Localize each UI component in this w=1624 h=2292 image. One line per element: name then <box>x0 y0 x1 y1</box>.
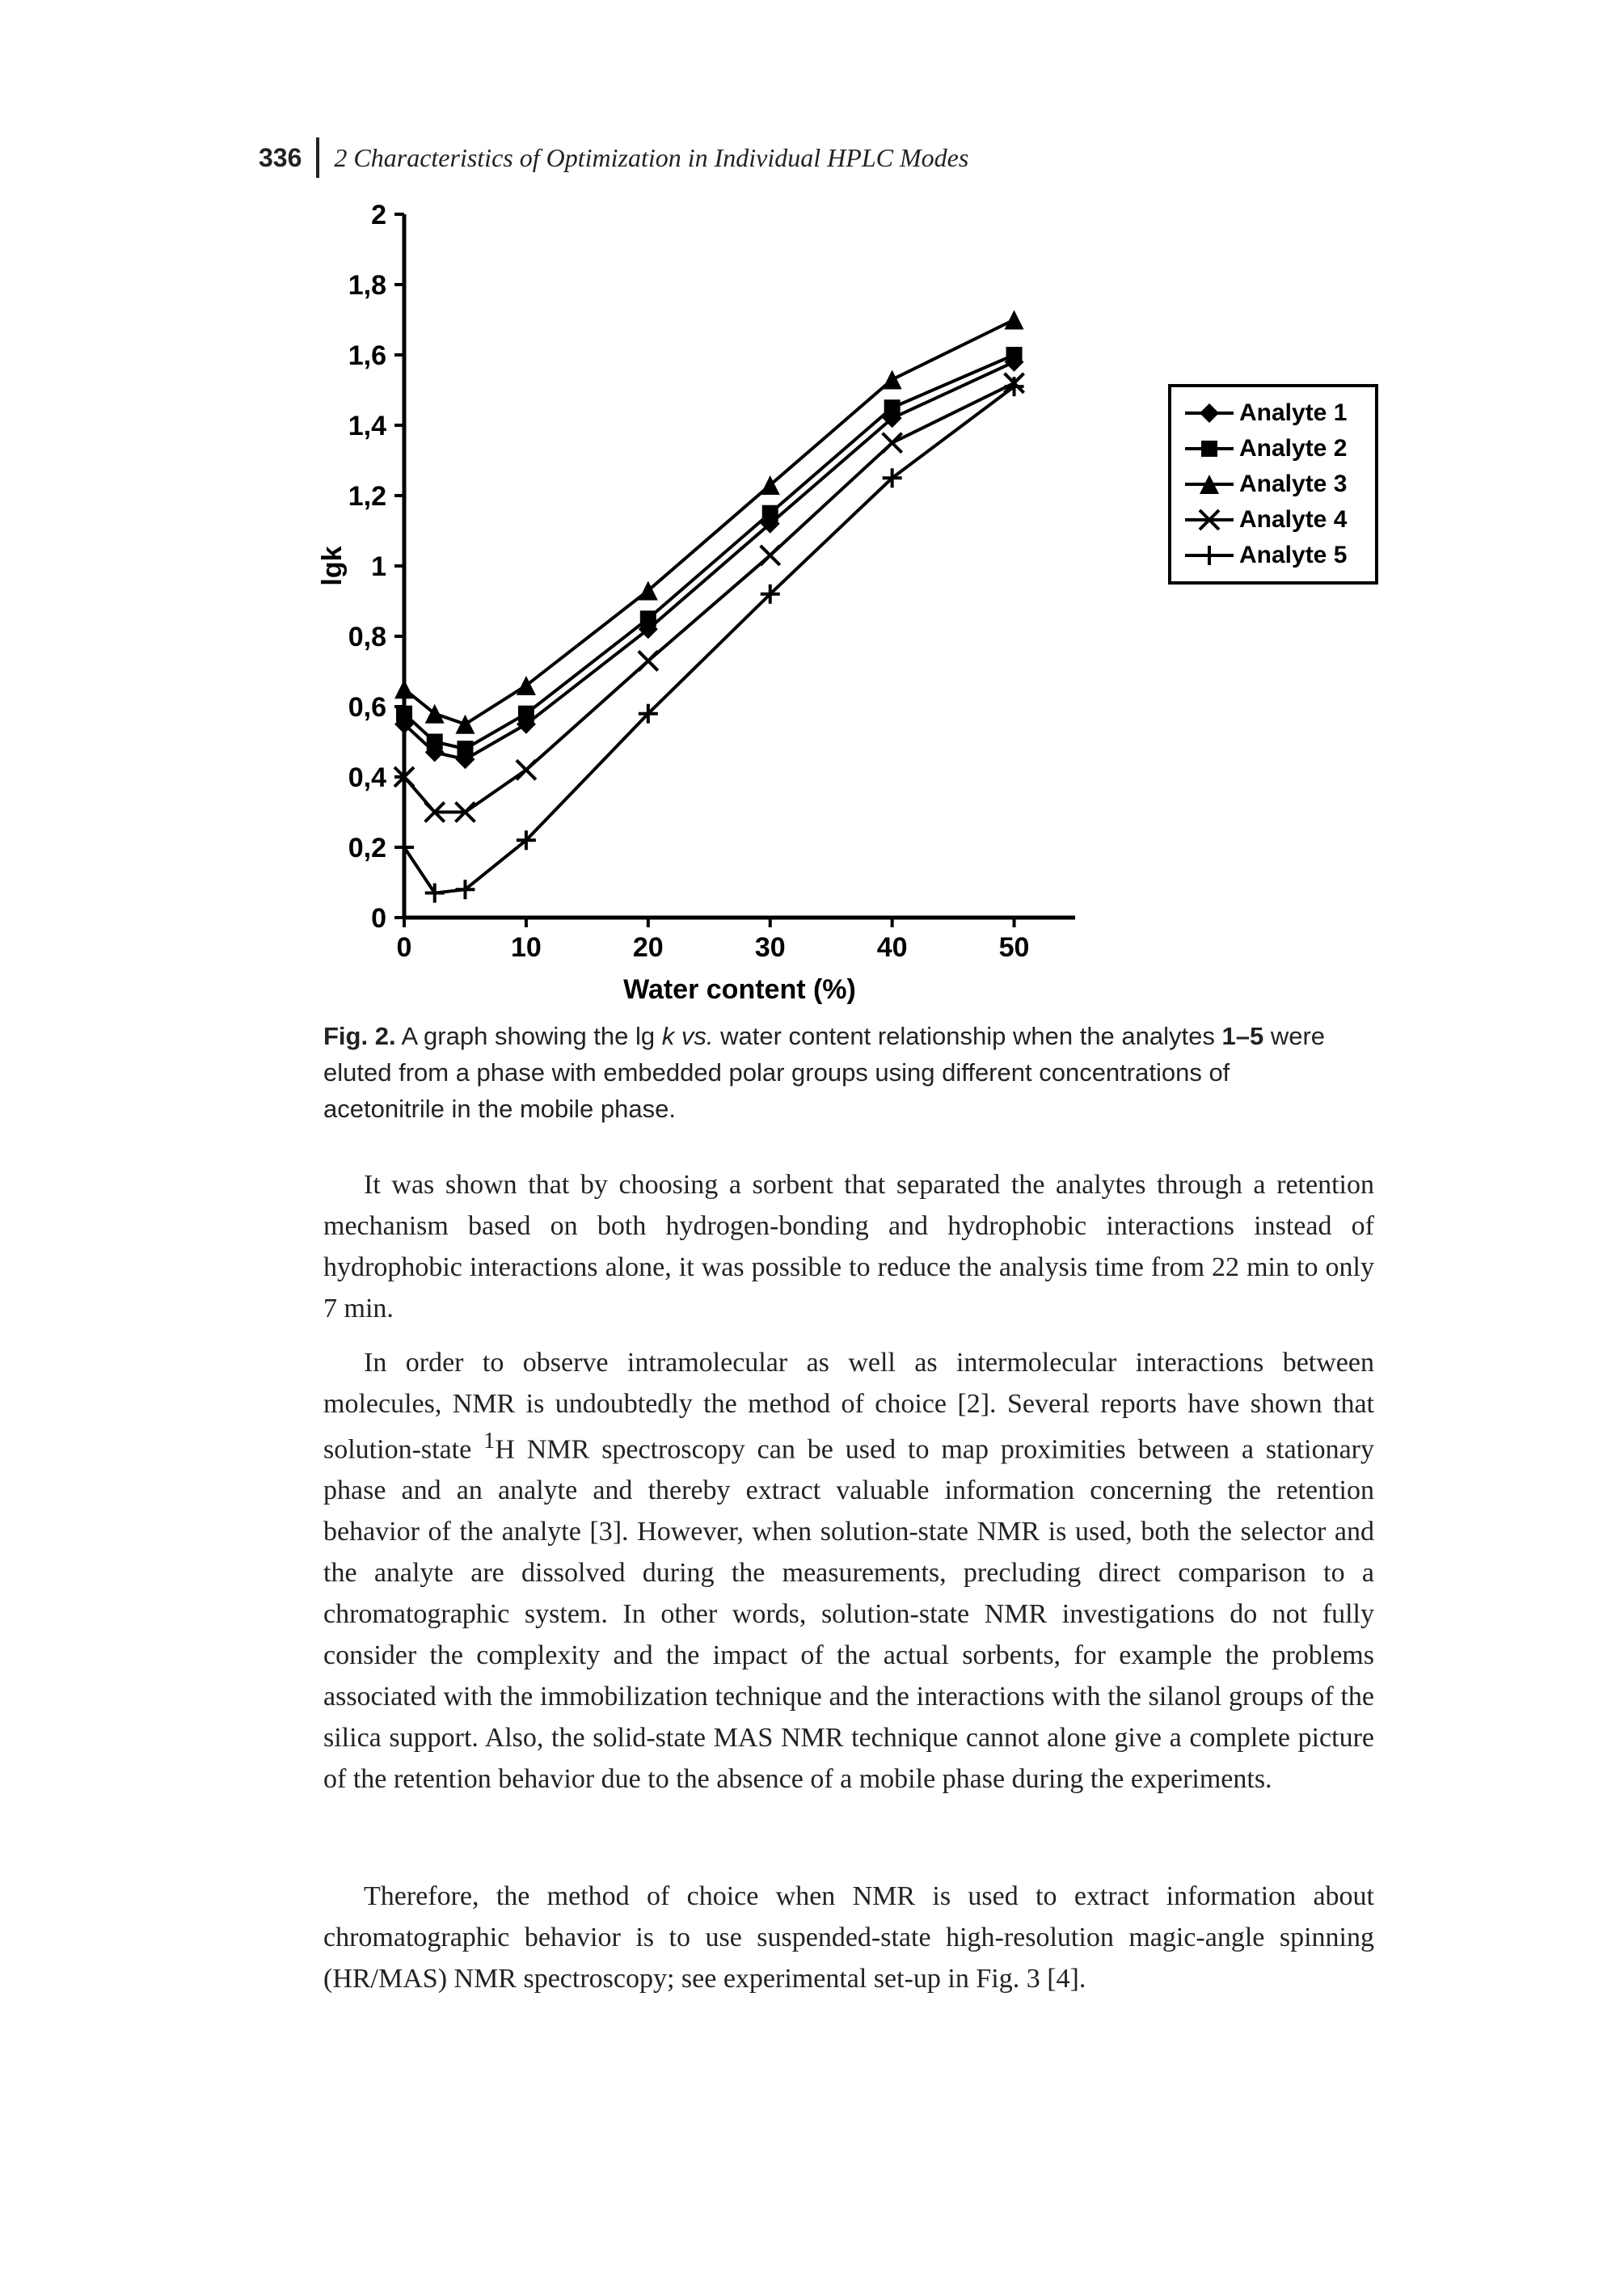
paragraph-text: Therefore, the method of choice when NMR… <box>323 1876 1374 1999</box>
header-rule <box>316 137 319 178</box>
paragraph-text: In order to observe intramolecular as we… <box>323 1342 1374 1800</box>
paragraph-text: It was shown that by choosing a sorbent … <box>323 1164 1374 1329</box>
body-paragraph-3: Therefore, the method of choice when NMR… <box>323 1876 1374 1999</box>
svg-text:2: 2 <box>371 200 386 230</box>
svg-text:0: 0 <box>397 932 412 963</box>
chapter-title: 2 Characteristics of Optimization in Ind… <box>334 143 968 173</box>
svg-text:0,4: 0,4 <box>348 762 386 793</box>
caption-italic-vs: vs. <box>674 1022 713 1050</box>
caption-text: A graph showing the lg <box>396 1022 662 1050</box>
paragraph-run: H NMR spectroscopy can be used to map pr… <box>323 1434 1374 1794</box>
svg-text:1,4: 1,4 <box>348 411 386 441</box>
caption-bold-range: 1–5 <box>1222 1022 1264 1050</box>
legend-item: Analyte 1 <box>1181 395 1365 431</box>
svg-text:0: 0 <box>371 903 386 934</box>
lgk-vs-water-chart: 00,20,40,60,811,21,41,61,8201020304050Wa… <box>319 182 1378 1007</box>
legend-item: Analyte 2 <box>1181 431 1365 466</box>
page-number: 336 <box>259 143 302 173</box>
svg-text:0,6: 0,6 <box>348 692 386 723</box>
legend-label: Analyte 3 <box>1239 471 1347 498</box>
svg-text:10: 10 <box>511 932 542 963</box>
svg-text:Water content (%): Water content (%) <box>623 974 856 1005</box>
svg-text:1,8: 1,8 <box>348 270 386 301</box>
chart-svg: 00,20,40,60,811,21,41,61,8201020304050Wa… <box>319 182 1128 1007</box>
svg-text:0,8: 0,8 <box>348 622 386 652</box>
figure-label: Fig. 2. <box>323 1022 396 1050</box>
legend-item: Analyte 5 <box>1181 538 1365 573</box>
svg-text:1,2: 1,2 <box>348 481 386 512</box>
legend-label: Analyte 5 <box>1239 542 1347 569</box>
legend-label: Analyte 4 <box>1239 506 1347 534</box>
superscript: 1 <box>483 1429 495 1454</box>
chart-legend: Analyte 1 Analyte 2 Analyte 3 Analyte 4 Anal… <box>1168 384 1378 585</box>
page: 336 2 Characteristics of Optimization in… <box>0 0 1624 2292</box>
svg-text:40: 40 <box>877 932 908 963</box>
svg-text:50: 50 <box>999 932 1030 963</box>
svg-text:20: 20 <box>633 932 664 963</box>
caption-text: water content relationship when the anal… <box>714 1022 1222 1050</box>
body-paragraph-1: It was shown that by choosing a sorbent … <box>323 1164 1374 1329</box>
figure-caption: Fig. 2. A graph showing the lg k vs. wat… <box>323 1019 1326 1128</box>
legend-item: Analyte 4 <box>1181 502 1365 538</box>
legend-label: Analyte 1 <box>1239 399 1347 427</box>
running-header: 336 2 Characteristics of Optimization in… <box>259 137 968 178</box>
legend-label: Analyte 2 <box>1239 435 1347 462</box>
legend-item: Analyte 3 <box>1181 466 1365 502</box>
svg-text:30: 30 <box>755 932 786 963</box>
svg-text:0,2: 0,2 <box>348 833 386 863</box>
svg-text:1,6: 1,6 <box>348 340 386 371</box>
svg-text:1: 1 <box>371 551 386 582</box>
body-paragraph-2: In order to observe intramolecular as we… <box>323 1342 1374 1800</box>
caption-italic-k: k <box>662 1022 675 1050</box>
svg-text:lgk: lgk <box>319 546 348 585</box>
